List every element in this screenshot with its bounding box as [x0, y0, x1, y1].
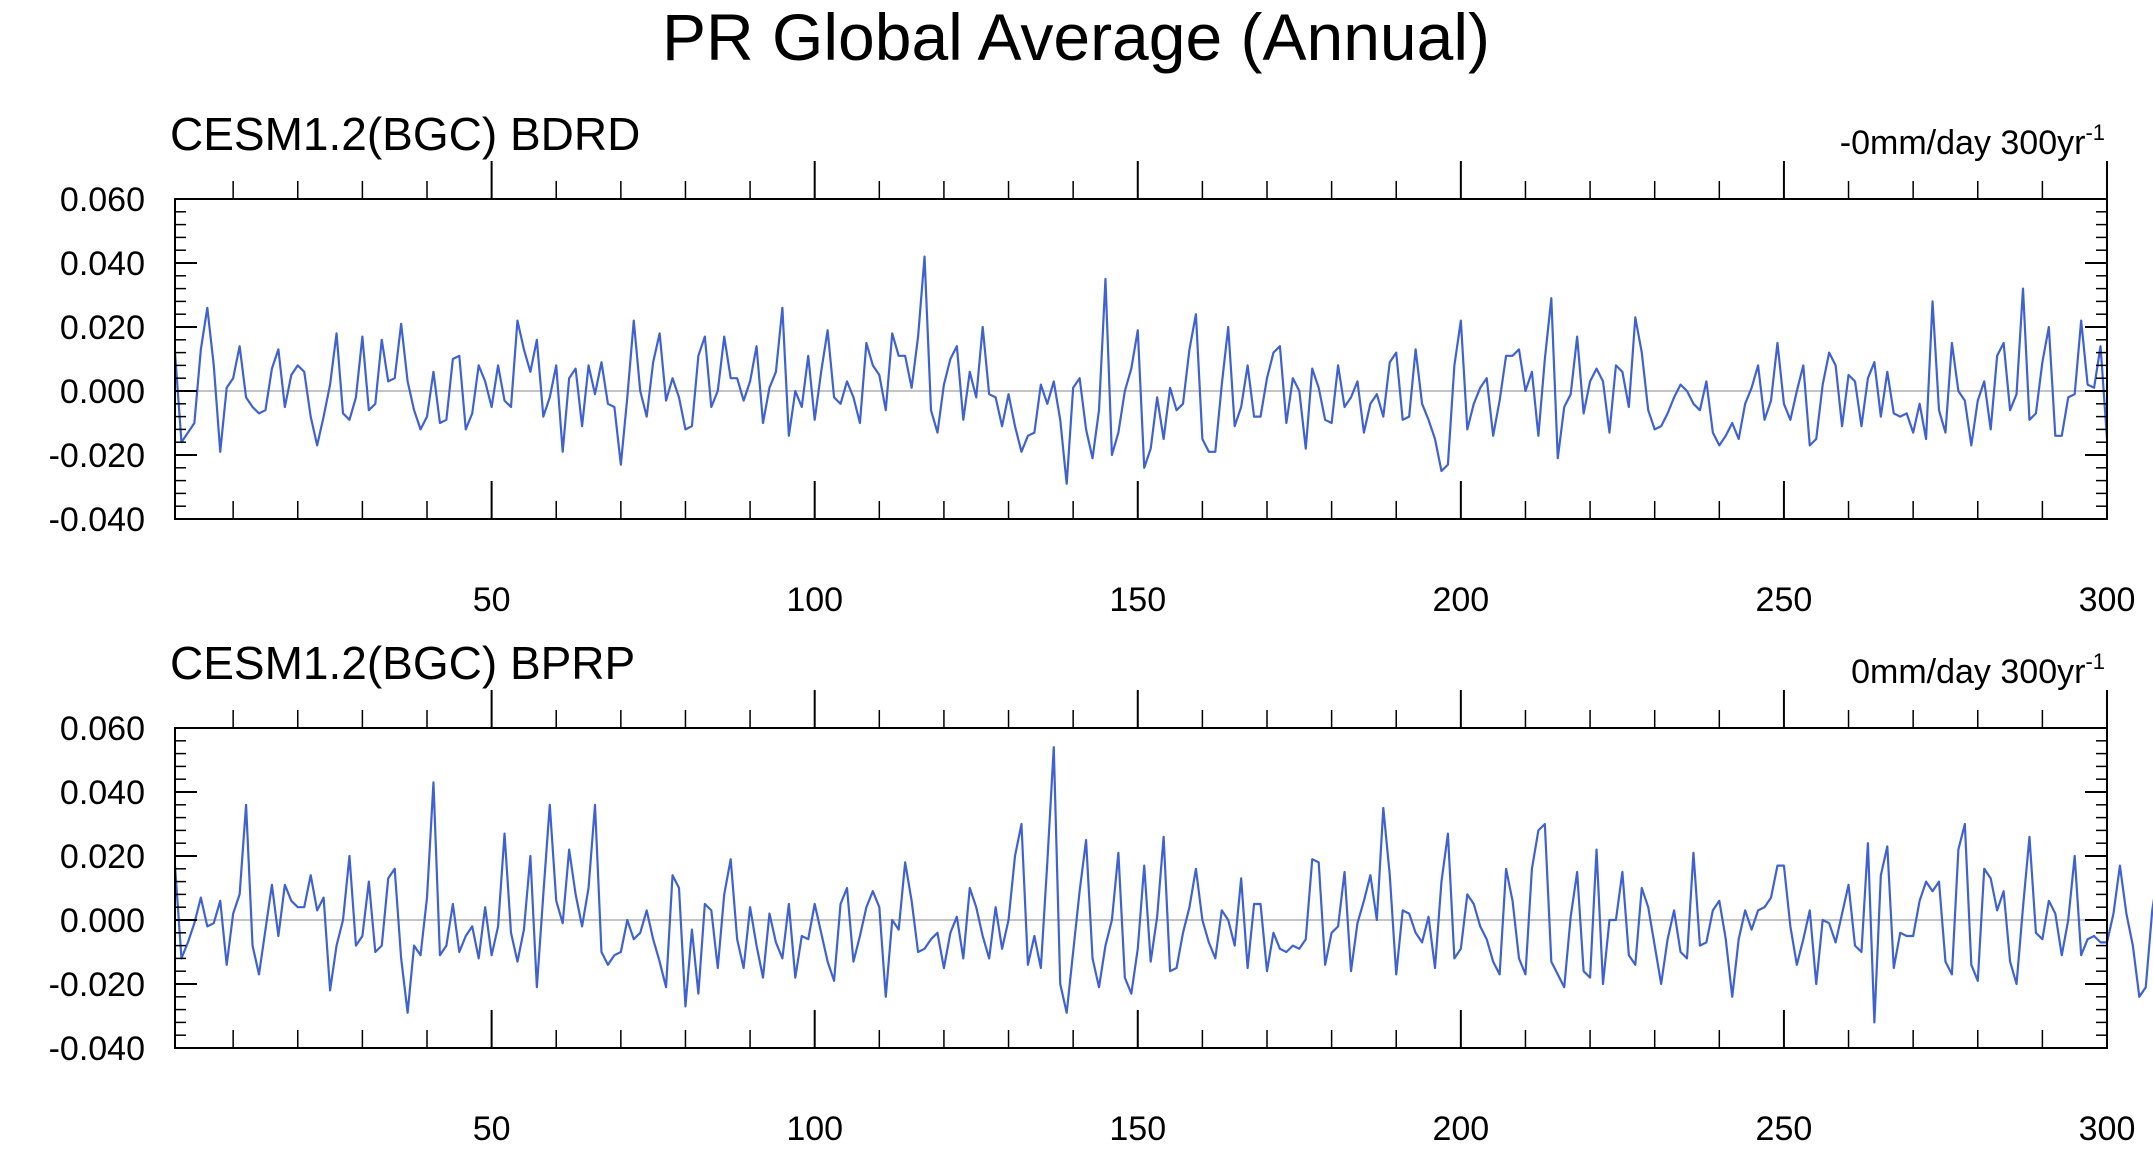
x-tick-label: 300 [2079, 1110, 2136, 1148]
y-tick-label: -0.020 [49, 966, 145, 1004]
panel-title: CESM1.2(BGC) BDRD [170, 108, 640, 160]
plot-frame [174, 727, 2108, 1049]
y-tick-label: 0.040 [60, 245, 145, 283]
panel-bprp: CESM1.2(BGC) BPRP 0mm/day 300yr-1 -0.040… [49, 637, 2153, 1148]
y-tick-label: 0.020 [60, 309, 145, 347]
trend-label-superscript: -1 [2085, 120, 2105, 145]
x-tick-label: 300 [2079, 581, 2136, 619]
x-tick-label: 250 [1756, 1110, 1813, 1148]
x-tick-label: 150 [1109, 1110, 1166, 1148]
trend-label: -0mm/day 300yr-1 [1840, 120, 2105, 162]
y-tick-label: 0.000 [60, 902, 145, 940]
x-tick-label: 100 [786, 1110, 843, 1148]
y-tick-label: 0.060 [60, 710, 145, 748]
trend-label: 0mm/day 300yr-1 [1851, 649, 2105, 691]
trend-label-text: -0mm/day 300yr [1840, 124, 2086, 162]
y-tick-label: -0.040 [49, 501, 145, 539]
y-tick-label: -0.020 [49, 437, 145, 475]
x-tick-label: 100 [786, 581, 843, 619]
trend-label-text: 0mm/day 300yr [1851, 653, 2085, 691]
trend-label-superscript: -1 [2085, 649, 2105, 674]
series-line [173, 255, 2109, 485]
x-tick-label: 50 [473, 1110, 511, 1148]
plot-area: -0.040 -0.020 0.000 0.020 0.040 0.060 50 100 150… [49, 690, 2153, 1148]
series-line [173, 746, 2153, 1024]
y-tick-label: 0.040 [60, 774, 145, 812]
panel-bdrd: CESM1.2(BGC) BDRD -0mm/day 300yr-1 -0.04… [49, 108, 2136, 619]
plot-frame [174, 198, 2108, 520]
y-tick-label: 0.060 [60, 181, 145, 219]
x-tick-label: 150 [1109, 581, 1166, 619]
x-tick-label: 250 [1756, 581, 1813, 619]
x-tick-label: 200 [1432, 1110, 1489, 1148]
plot-area: -0.040 -0.020 0.000 0.020 0.040 0.060 50 100 150… [49, 161, 2136, 619]
figure-title: PR Global Average (Annual) [662, 0, 1490, 74]
x-tick-label: 50 [473, 581, 511, 619]
x-tick-label: 200 [1432, 581, 1489, 619]
panel-title: CESM1.2(BGC) BPRP [170, 637, 635, 689]
y-tick-label: 0.000 [60, 373, 145, 411]
y-tick-label: -0.040 [49, 1030, 145, 1068]
y-tick-label: 0.020 [60, 838, 145, 876]
